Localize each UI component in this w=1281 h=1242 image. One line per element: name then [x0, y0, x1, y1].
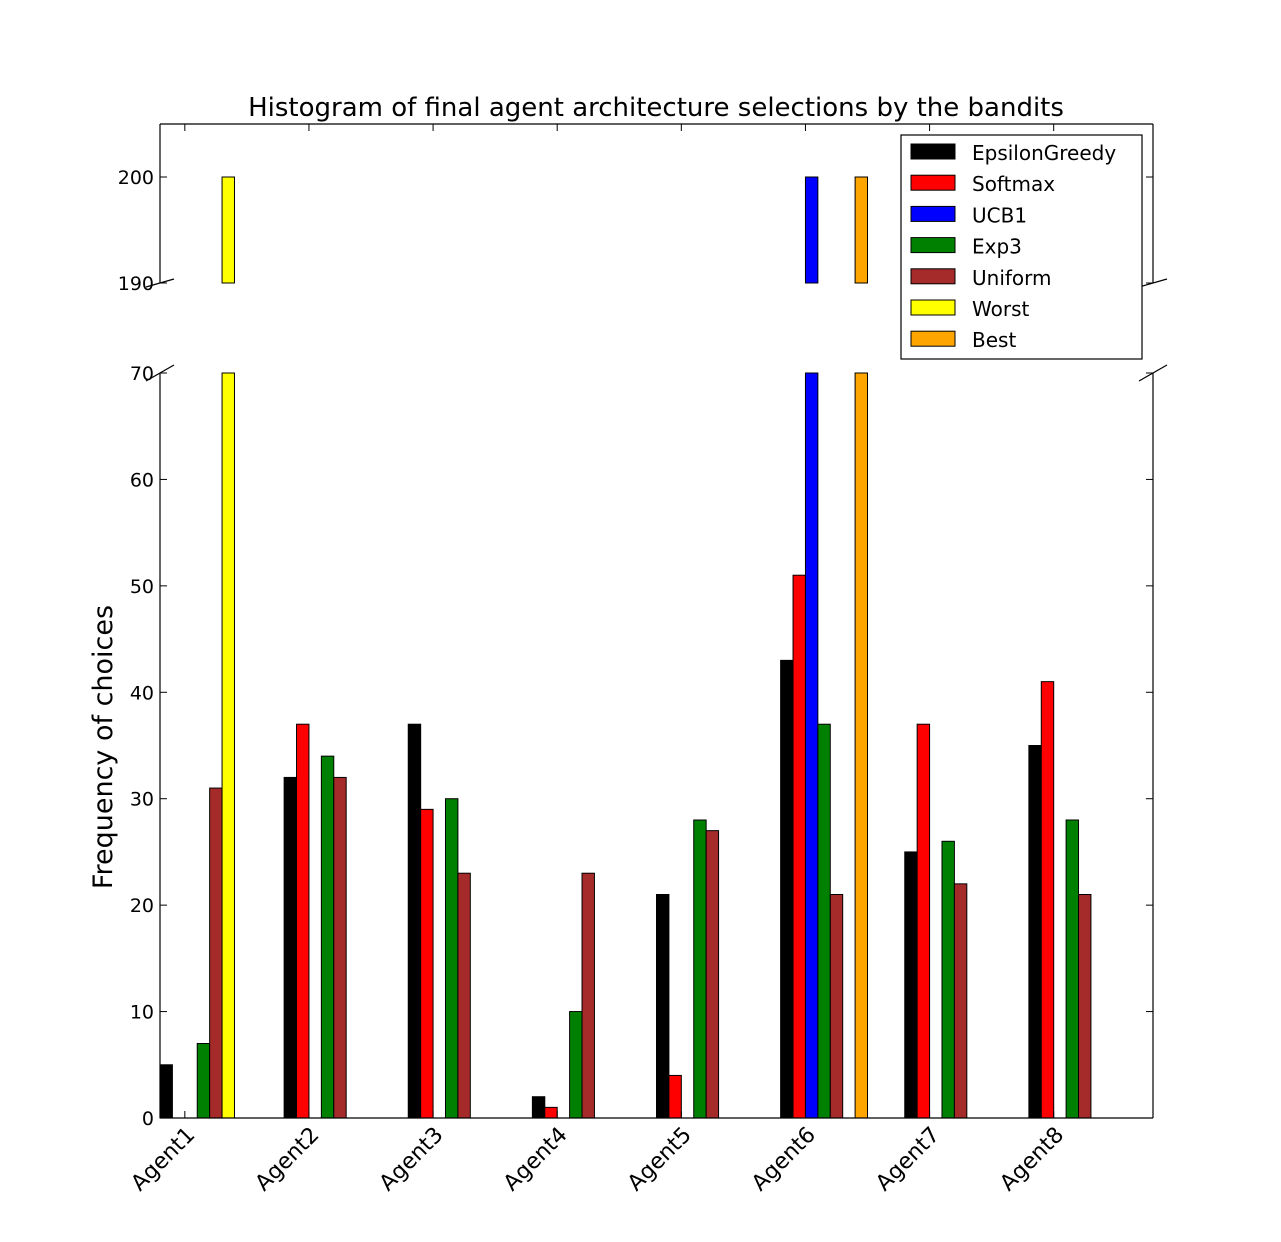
- bar-exp3-agent1: [196, 1043, 211, 1119]
- break-mark: [145, 278, 175, 288]
- break-mark: [145, 364, 175, 382]
- lower-plot-panel: 0 10 20 30 40 50 60 70: [130, 363, 1154, 1130]
- bar-softmax-agent3: [420, 808, 434, 1119]
- legend-label: EpsilonGreedy: [972, 141, 1116, 165]
- x-tick-label: Agent8: [995, 1123, 1069, 1197]
- x-tick-label: Agent2: [251, 1123, 325, 1197]
- bar-uniform-agent3: [457, 872, 471, 1119]
- bar-exp3-agent5: [693, 819, 707, 1119]
- x-tick-labels: Agent1 Agent2 Agent3 Agent4 Agent5 Agent6 Agen…: [127, 1123, 1070, 1197]
- bar-softmax-agent2: [296, 723, 310, 1119]
- legend: EpsilonGreedy Softmax UCB1 Exp3 Uniform Worst…: [900, 134, 1143, 360]
- bar-epsilongreedy-agent4: [531, 1096, 546, 1119]
- bar-epsilongreedy-agent3: [407, 723, 422, 1119]
- legend-swatch: [910, 237, 956, 254]
- x-tick-label: Agent6: [747, 1123, 821, 1197]
- legend-swatch: [910, 330, 956, 347]
- bar-upper-best-agent6: [854, 176, 869, 284]
- bar-epsilongreedy-agent7: [904, 851, 918, 1119]
- legend-label: Softmax: [972, 172, 1055, 196]
- y-tick-label: 0: [142, 1108, 154, 1130]
- axis-break-marks: [145, 278, 1168, 382]
- upper-plot-panel: 190 200: [118, 123, 1154, 295]
- bar-uniform-agent7: [953, 883, 968, 1119]
- bar-upper-ucb1-agent6: [804, 176, 819, 284]
- chart-title: Histogram of final agent architecture se…: [248, 93, 1064, 123]
- legend-swatch: [910, 205, 956, 222]
- legend-swatch: [910, 299, 956, 316]
- bar-uniform-agent4: [581, 872, 595, 1119]
- y-tick-label: 30: [130, 789, 154, 811]
- legend-label: Exp3: [972, 235, 1022, 259]
- bar-softmax-agent7: [916, 723, 931, 1119]
- y-tick-label: 200: [118, 167, 154, 189]
- bar-exp3-agent4: [569, 1011, 583, 1119]
- bar-uniform-agent1: [209, 787, 223, 1119]
- bar-exp3-agent7: [941, 840, 955, 1119]
- bar-softmax-agent5: [668, 1074, 682, 1119]
- bar-softmax-agent4: [544, 1106, 558, 1119]
- x-tick-label: Agent4: [499, 1123, 573, 1197]
- bar-exp3-agent3: [444, 798, 459, 1119]
- y-tick-label: 10: [130, 1002, 154, 1024]
- y-tick-label: 20: [130, 895, 154, 917]
- legend-swatch: [910, 174, 956, 191]
- legend-label: Worst: [972, 297, 1029, 321]
- bar-upper-worst-agent1: [221, 176, 235, 284]
- bar-uniform-agent8: [1078, 894, 1092, 1119]
- bar-exp3-agent6: [817, 723, 831, 1119]
- bar-ucb1-agent6: [804, 372, 819, 1119]
- bar-epsilongreedy-agent6: [780, 659, 794, 1119]
- bar-epsilongreedy-agent8: [1028, 745, 1042, 1119]
- bar-exp3-agent8: [1065, 819, 1080, 1119]
- legend-label: UCB1: [972, 203, 1027, 227]
- legend-swatch: [910, 268, 956, 285]
- legend-label: Best: [972, 328, 1016, 352]
- break-mark: [1138, 364, 1168, 382]
- y-axis-label: Frequency of choices: [88, 605, 119, 889]
- bar-exp3-agent2: [320, 755, 335, 1119]
- x-tick-label: Agent7: [871, 1123, 945, 1197]
- y-tick-label: 190: [118, 273, 154, 295]
- bar-epsilongreedy-agent1: [159, 1064, 173, 1119]
- break-mark: [1138, 278, 1168, 288]
- bar-softmax-agent6: [792, 574, 806, 1119]
- y-tick-label: 60: [130, 469, 154, 491]
- y-tick-label: 70: [130, 363, 154, 385]
- x-tick-label: Agent1: [127, 1123, 201, 1197]
- bar-best-agent6: [854, 372, 869, 1119]
- legend-swatch: [910, 143, 956, 160]
- bar-uniform-agent5: [705, 830, 720, 1119]
- bar-worst-agent1: [221, 372, 235, 1119]
- bar-uniform-agent2: [333, 776, 347, 1119]
- bar-epsilongreedy-agent2: [283, 776, 298, 1119]
- legend-label: Uniform: [972, 266, 1052, 290]
- bar-epsilongreedy-agent5: [656, 894, 670, 1119]
- x-tick-label: Agent5: [623, 1123, 697, 1197]
- bar-uniform-agent6: [829, 894, 844, 1119]
- x-tick-label: Agent3: [375, 1123, 449, 1197]
- y-tick-label: 50: [130, 576, 154, 598]
- y-tick-label: 40: [130, 682, 154, 704]
- bar-softmax-agent8: [1040, 681, 1055, 1119]
